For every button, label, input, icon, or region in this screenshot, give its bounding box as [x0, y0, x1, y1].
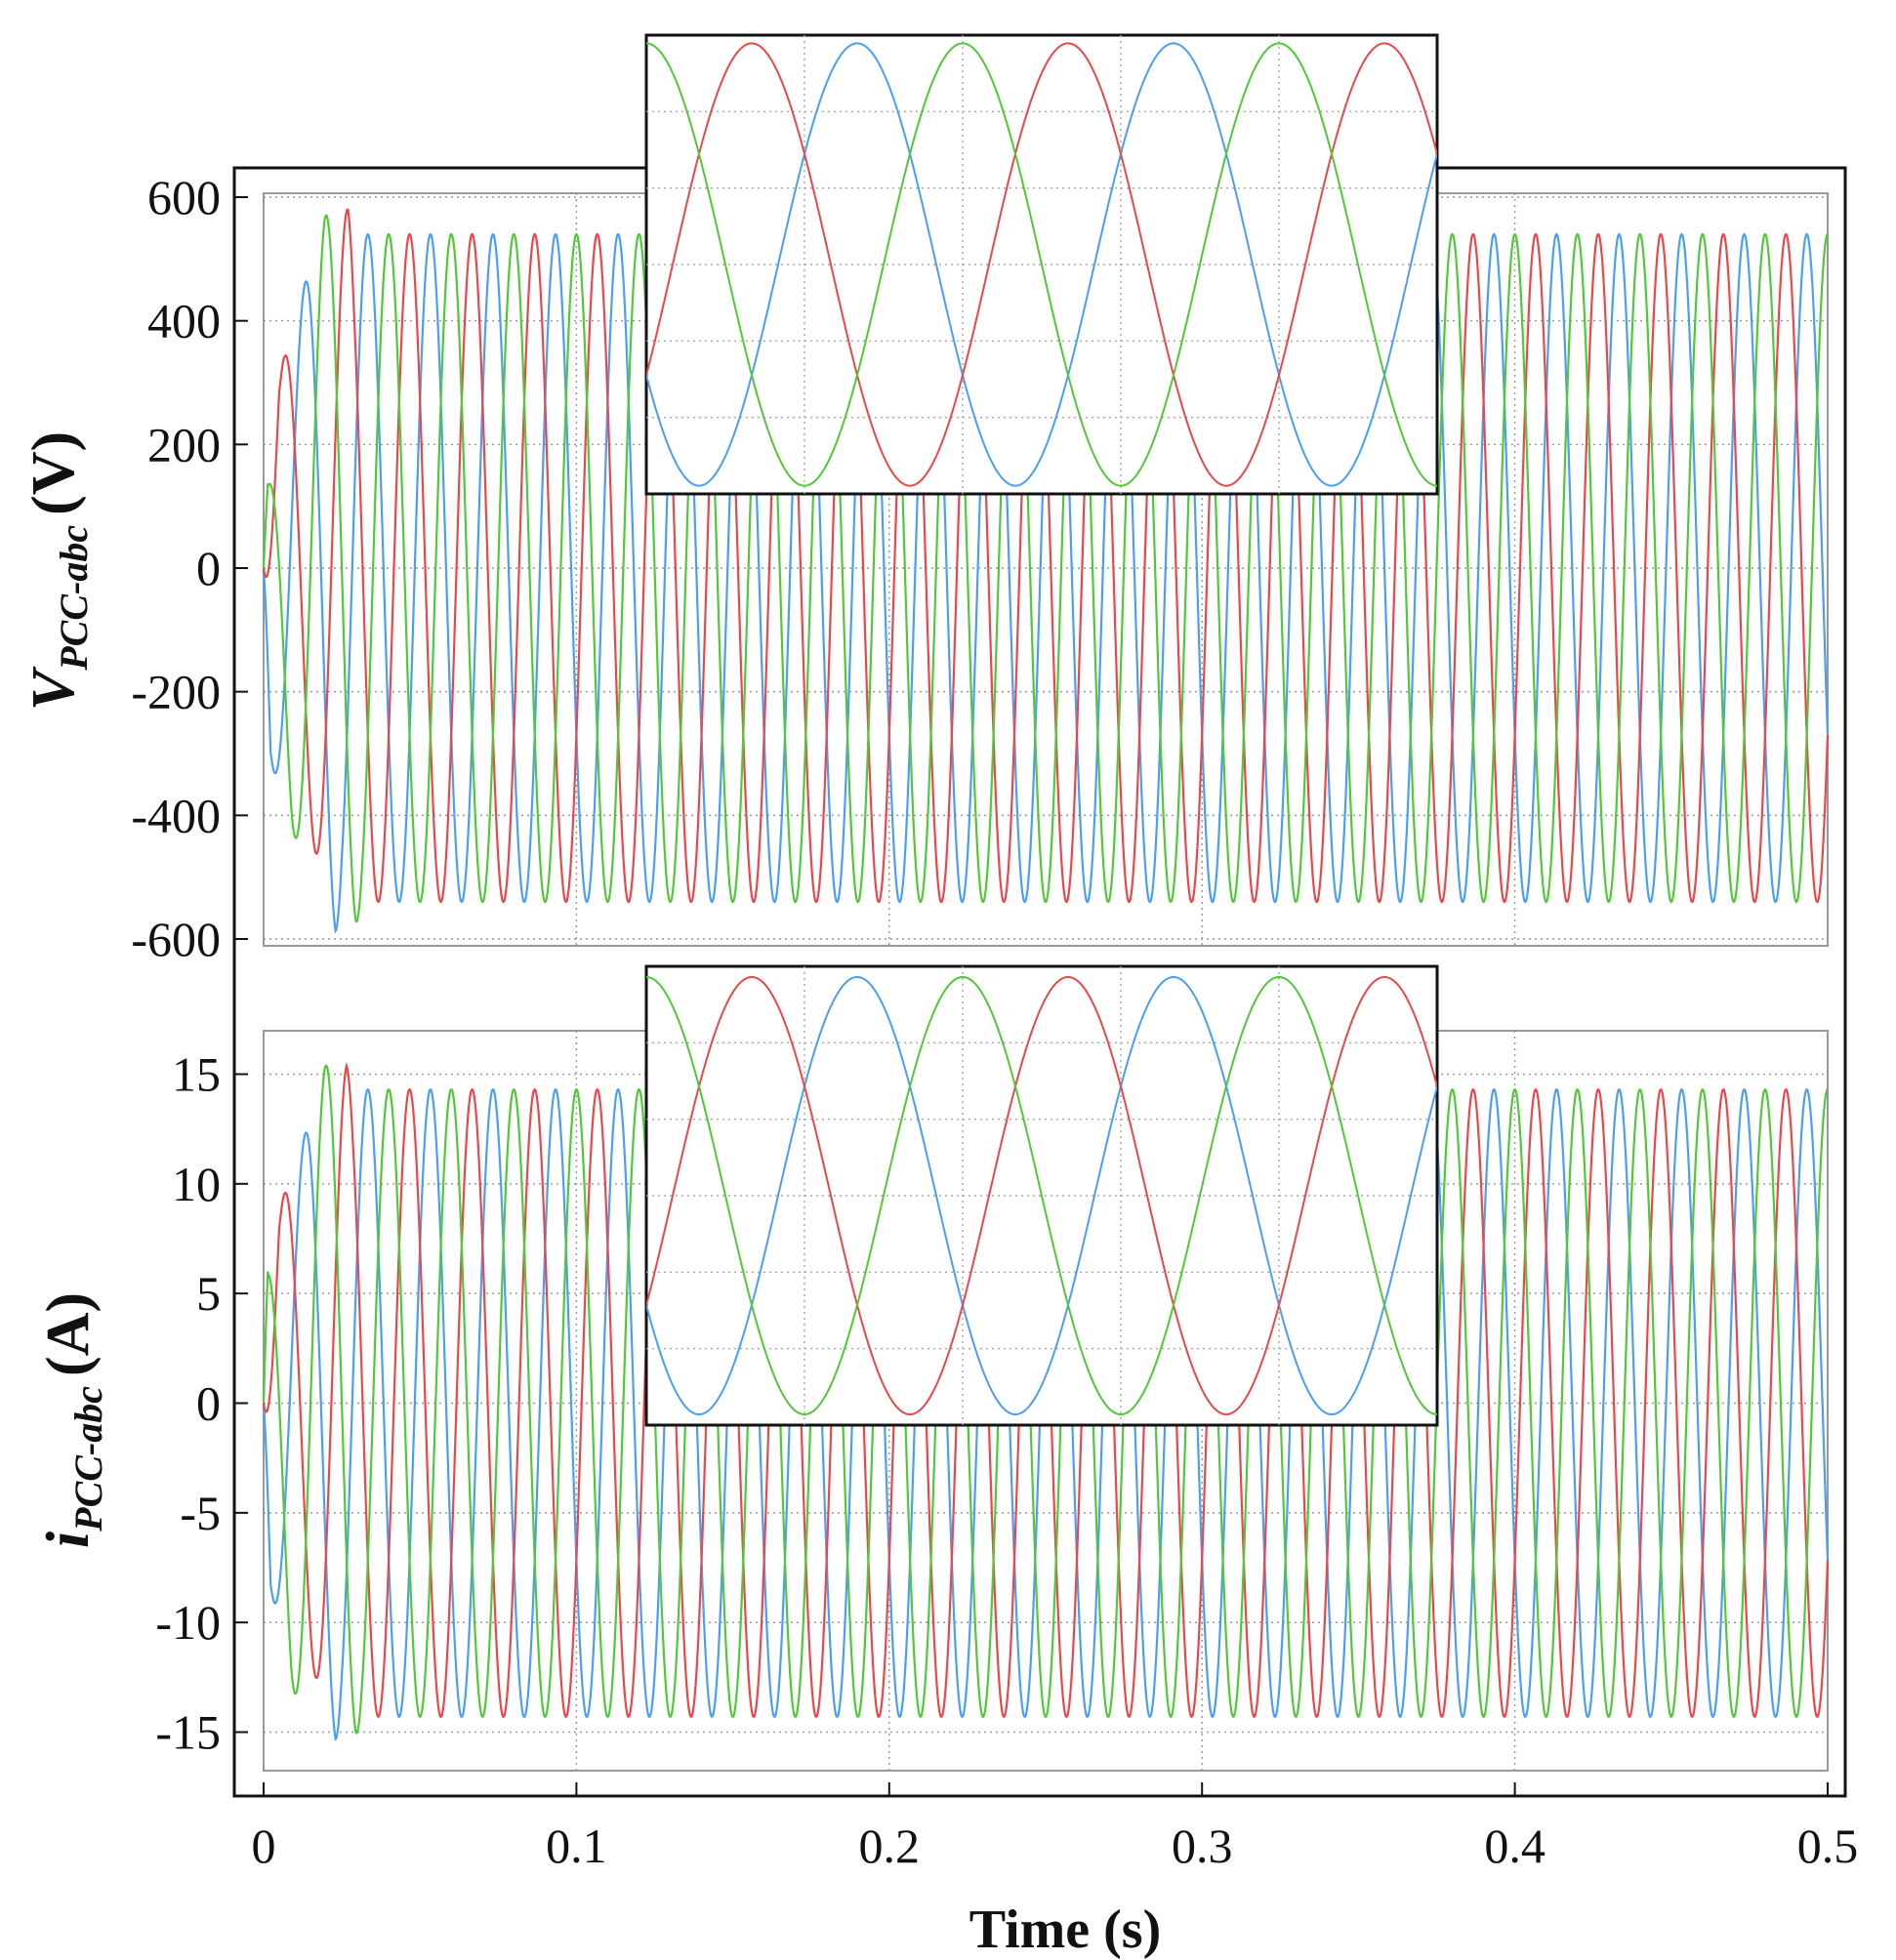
- top-y-tick-label: 600: [147, 170, 221, 225]
- top-y-tick-label: -200: [131, 665, 221, 719]
- top-y-tick-label: 200: [147, 417, 221, 471]
- top-y-label-symbol: V: [21, 666, 87, 711]
- top-y-label-subscript: PCC-abc: [52, 525, 96, 672]
- bottom-y-label-subscript: PCC-abc: [66, 1386, 110, 1532]
- top-inset-phase-3-line: [646, 42, 1437, 487]
- x-tick-label: 0.5: [1797, 1818, 1859, 1873]
- bottom-y-tick-label: 10: [172, 1157, 221, 1211]
- top-y-tick-label: -600: [131, 912, 221, 966]
- bottom-inset-phase-3-line: [646, 975, 1437, 1416]
- bottom-y-tick-label: -5: [180, 1486, 221, 1540]
- top-y-tick-label: 400: [147, 294, 221, 348]
- bottom-y-tick-label: -15: [155, 1705, 221, 1760]
- bottom-y-tick-label: 5: [196, 1266, 221, 1321]
- bottom-phase-3-line: [262, 1064, 1829, 1735]
- top-inset-phase-2-line: [646, 42, 1437, 487]
- top-y-label-unit: (V): [21, 431, 87, 515]
- x-tick-label: 0.4: [1484, 1818, 1546, 1873]
- bottom-y-tick-label: 15: [172, 1046, 221, 1101]
- top-y-axis-label: VPCC-abc (V): [21, 431, 96, 711]
- bottom-y-label-symbol: i: [35, 1531, 102, 1548]
- top-inset-phase-1-line: [646, 42, 1437, 487]
- bottom-y-axis-label: iPCC-abc (A): [35, 1292, 110, 1548]
- x-tick-label: 0: [252, 1818, 276, 1873]
- top-y-tick-label: 0: [196, 541, 221, 595]
- bottom-inset-phase-2-line: [646, 975, 1437, 1416]
- bottom-inset-phase-1-line: [646, 975, 1437, 1416]
- bottom-y-label-unit: (A): [35, 1292, 102, 1376]
- bottom-inset: [644, 964, 1439, 1427]
- top-gridlines: [264, 193, 1828, 946]
- top-y-tick-label: -400: [131, 788, 221, 842]
- x-tick-label: 0.3: [1172, 1818, 1233, 1873]
- bottom-inset-grid: [646, 966, 1437, 1425]
- x-axis-label: Time (s): [969, 1899, 1162, 1960]
- top-inset: [644, 33, 1439, 496]
- x-tick-label: 0.1: [546, 1818, 607, 1873]
- top-inset-grid: [646, 35, 1437, 494]
- bottom-y-tick-label: -10: [155, 1595, 221, 1650]
- bottom-y-tick-label: 0: [196, 1376, 221, 1431]
- x-tick-label: 0.2: [859, 1818, 921, 1873]
- top-phase-3-line: [262, 214, 1829, 923]
